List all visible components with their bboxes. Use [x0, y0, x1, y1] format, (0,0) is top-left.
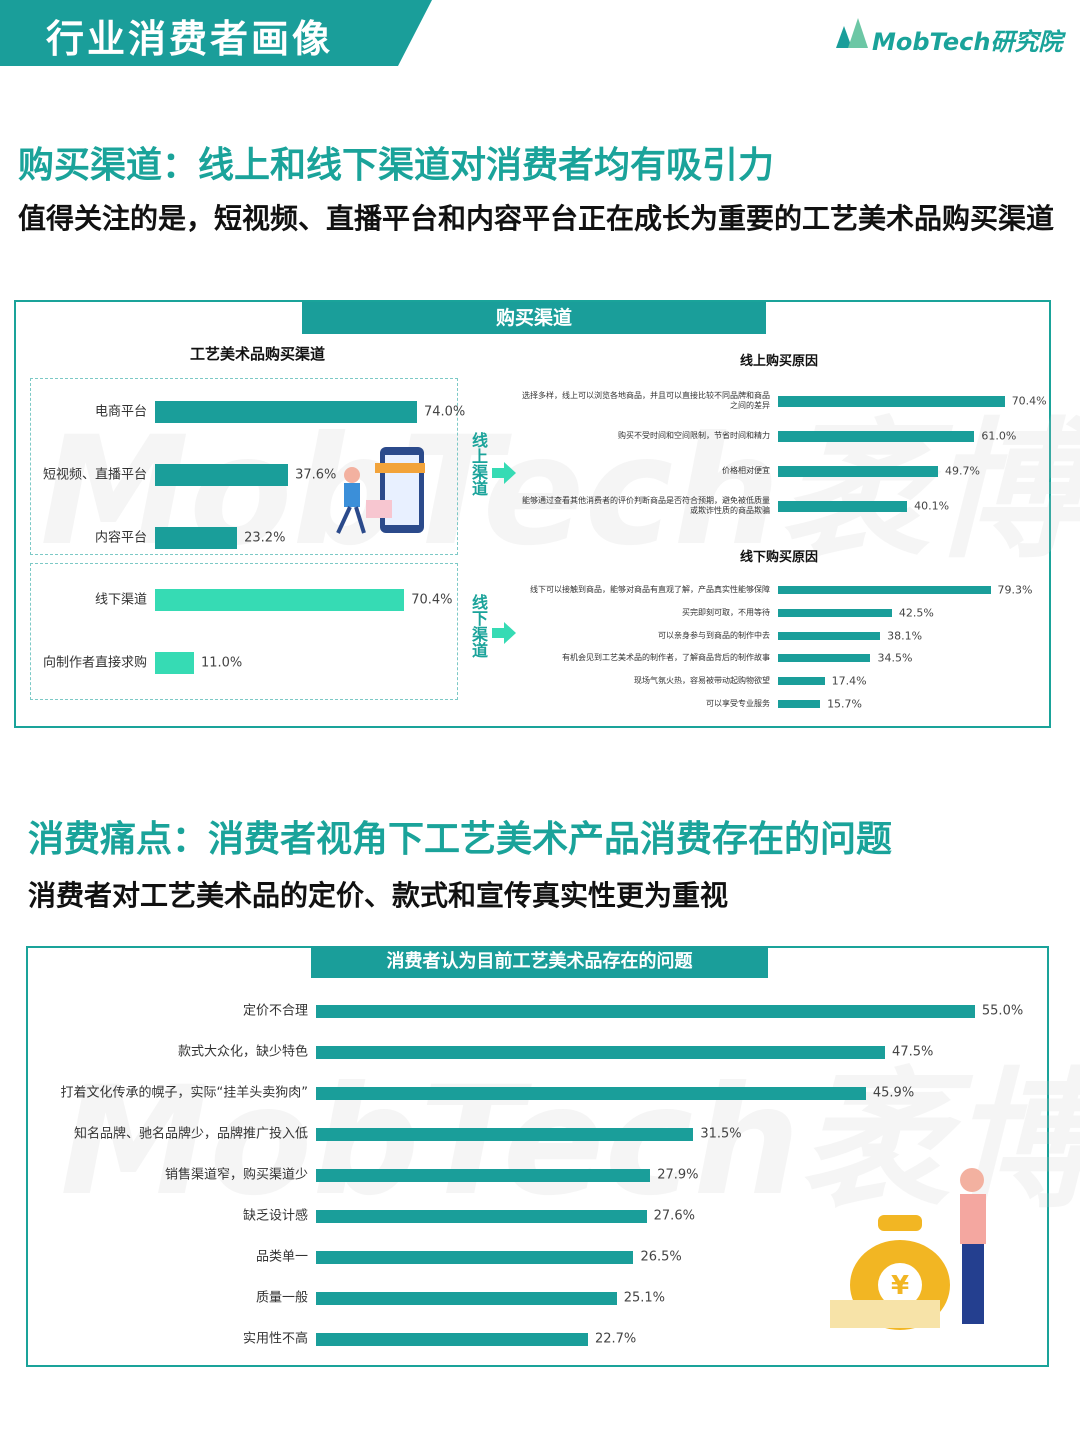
value-label: 55.0% [981, 1003, 1024, 1019]
value-label: 15.7% [827, 697, 863, 711]
category-label: 质量一般 [255, 1290, 308, 1306]
bar [778, 586, 991, 594]
bar [778, 654, 871, 663]
category-label: 打着文化传承的幌子，实际“挂羊头卖狗肉” [60, 1085, 308, 1101]
value-label: 26.5% [640, 1249, 682, 1265]
bar [155, 464, 289, 486]
category-label: 线下可以接触到商品，能够对商品有直观了解，产品真实性能够保障 [530, 585, 770, 594]
category-label: 知名品牌、驰名品牌少，品牌推广投入低 [73, 1126, 308, 1142]
category-label: 购买不受时间和空间限制，节省时间和精力 [618, 431, 770, 440]
category-label: 缺乏设计感 [242, 1208, 308, 1224]
bar [778, 465, 939, 477]
illustration: ¥ [830, 1168, 986, 1330]
value-label: 31.5% [700, 1126, 742, 1142]
bar [316, 1209, 647, 1223]
value-label: 23.2% [244, 530, 286, 546]
value-label: 70.4% [1011, 394, 1047, 408]
bar [316, 1004, 975, 1018]
bar [778, 608, 892, 617]
header-title: 行业消费者画像 [46, 17, 334, 61]
bar [778, 395, 1005, 407]
category-label: 现场气氛火热，容易被带动起购物欲望 [634, 676, 770, 686]
value-label: 70.4% [411, 592, 453, 608]
category-label: 销售渠道窄，购买渠道少 [164, 1167, 308, 1183]
category-label: 品类单一 [255, 1249, 308, 1265]
chart-title: 线上购买原因 [740, 354, 819, 369]
arrow [492, 462, 516, 484]
value-label: 22.7% [594, 1331, 637, 1347]
value-label: 11.0% [200, 655, 243, 671]
chart-title: 线下购买原因 [740, 550, 819, 565]
bar [155, 401, 417, 423]
category-label: 款式大众化，缺少特色 [177, 1044, 308, 1060]
bar [316, 1250, 634, 1264]
value-label: 38.1% [887, 629, 923, 643]
value-label: 42.5% [898, 606, 934, 620]
value-label: 49.7% [945, 464, 980, 478]
bar [155, 589, 405, 611]
category-label: 定价不合理 [242, 1003, 308, 1019]
bar [778, 700, 821, 708]
panel [14, 300, 1051, 728]
value-label: 45.9% [872, 1085, 915, 1101]
svg-text:¥: ¥ [891, 1271, 909, 1301]
category-label: 有机会见到工艺美术品的制作者，了解商品背后的制作故事 [562, 653, 770, 663]
value-label: 79.3% [997, 583, 1033, 597]
bar [778, 677, 825, 686]
bar [155, 527, 238, 549]
bar [316, 1291, 617, 1305]
group-box [30, 378, 458, 555]
group-box [30, 563, 458, 700]
logo: MobTech研究院 [872, 28, 1063, 56]
bar [778, 631, 881, 640]
value-label: 17.4% [831, 674, 867, 688]
category-label: 线下渠道 [94, 592, 147, 608]
section-subheading: 值得关注的是，短视频、直播平台和内容平台正在成长为重要的工艺美术品购买渠道 [18, 202, 1055, 235]
category-label: 选择多样，线上可以浏览各地商品，并且可以直接比较不同品牌和商品之间的差异 [522, 391, 770, 410]
category-label: 实用性不高 [242, 1331, 308, 1347]
value-label: 47.5% [892, 1044, 934, 1060]
category-label: 价格相对便宜 [722, 466, 770, 475]
value-label: 27.9% [657, 1167, 699, 1183]
bar [778, 430, 975, 442]
bar [778, 500, 908, 512]
value-label: 27.6% [653, 1208, 695, 1224]
value-label: 40.1% [914, 499, 950, 513]
value-label: 74.0% [423, 404, 466, 420]
group-label: 线下渠道 [469, 594, 488, 658]
category-label: 可以亲身参与到商品的制作中去 [658, 630, 770, 640]
category-label: 内容平台 [94, 530, 147, 546]
section-heading: 消费痛点：消费者视角下工艺美术产品消费存在的问题 [28, 819, 893, 860]
bar [316, 1127, 694, 1141]
category-label: 可以享受专业服务 [706, 699, 770, 708]
category-label: 能够通过查看其他消费者的评价判断商品是否符合预期，避免被低质量或欺诈性质的商品欺… [522, 496, 770, 515]
logo-icon [836, 18, 868, 48]
value-label: 61.0% [981, 429, 1017, 443]
arrow [492, 622, 516, 644]
category-label: 电商平台 [94, 404, 147, 420]
section-subheading: 消费者对工艺美术品的定价、款式和宣传真实性更为重视 [28, 879, 729, 912]
category-label: 向制作者直接求购 [42, 655, 147, 671]
group-label: 线上渠道 [469, 432, 488, 496]
bar [316, 1168, 651, 1182]
chart-title: 消费者认为目前工艺美术品存在的问题 [311, 946, 768, 978]
chart-title: 工艺美术品购买渠道 [190, 345, 326, 363]
illustration [336, 447, 425, 534]
section-heading: 购买渠道：线上和线下渠道对消费者均有吸引力 [18, 145, 775, 186]
value-label: 25.1% [623, 1290, 665, 1306]
bar [316, 1332, 588, 1346]
header-band [0, 0, 432, 66]
watermark: MobTech袤博 [60, 1055, 1080, 1229]
value-label: 37.6% [295, 467, 337, 483]
panel-title: 购买渠道 [302, 302, 766, 334]
category-label: 短视频、直播平台 [42, 467, 147, 483]
bar [316, 1045, 886, 1059]
value-label: 34.5% [877, 651, 913, 665]
bar [316, 1086, 866, 1100]
bar [155, 652, 194, 674]
category-label: 买完即刻可取，不用等待 [682, 607, 770, 617]
